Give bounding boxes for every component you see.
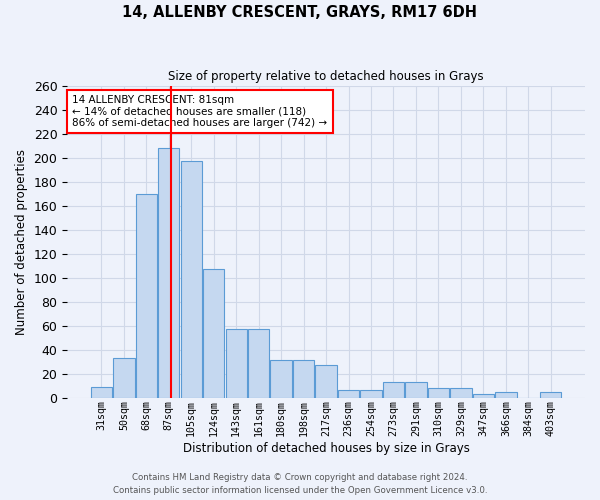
Bar (181, 161, 202, 398)
Bar (203, 269, 224, 398)
Bar (338, 390, 359, 398)
Text: 14, ALLENBY CRESCENT, GRAYS, RM17 6DH: 14, ALLENBY CRESCENT, GRAYS, RM17 6DH (122, 5, 478, 20)
Bar (113, 358, 134, 398)
Bar (226, 329, 247, 398)
Bar (271, 360, 292, 398)
Bar (450, 388, 472, 398)
Bar (383, 382, 404, 398)
Title: Size of property relative to detached houses in Grays: Size of property relative to detached ho… (168, 70, 484, 83)
Text: Contains HM Land Registry data © Crown copyright and database right 2024.
Contai: Contains HM Land Registry data © Crown c… (113, 474, 487, 495)
Bar (540, 392, 562, 398)
Bar (158, 148, 179, 398)
Text: 14 ALLENBY CRESCENT: 81sqm
← 14% of detached houses are smaller (118)
86% of sem: 14 ALLENBY CRESCENT: 81sqm ← 14% of deta… (73, 95, 328, 128)
Bar (473, 394, 494, 398)
Bar (405, 382, 427, 398)
X-axis label: Distribution of detached houses by size in Grays: Distribution of detached houses by size … (182, 442, 470, 455)
Bar (293, 360, 314, 398)
Bar (91, 387, 112, 398)
Bar (495, 392, 517, 398)
Y-axis label: Number of detached properties: Number of detached properties (15, 148, 28, 334)
Bar (136, 194, 157, 398)
Bar (248, 329, 269, 398)
Bar (428, 388, 449, 398)
Bar (316, 366, 337, 398)
Bar (361, 390, 382, 398)
